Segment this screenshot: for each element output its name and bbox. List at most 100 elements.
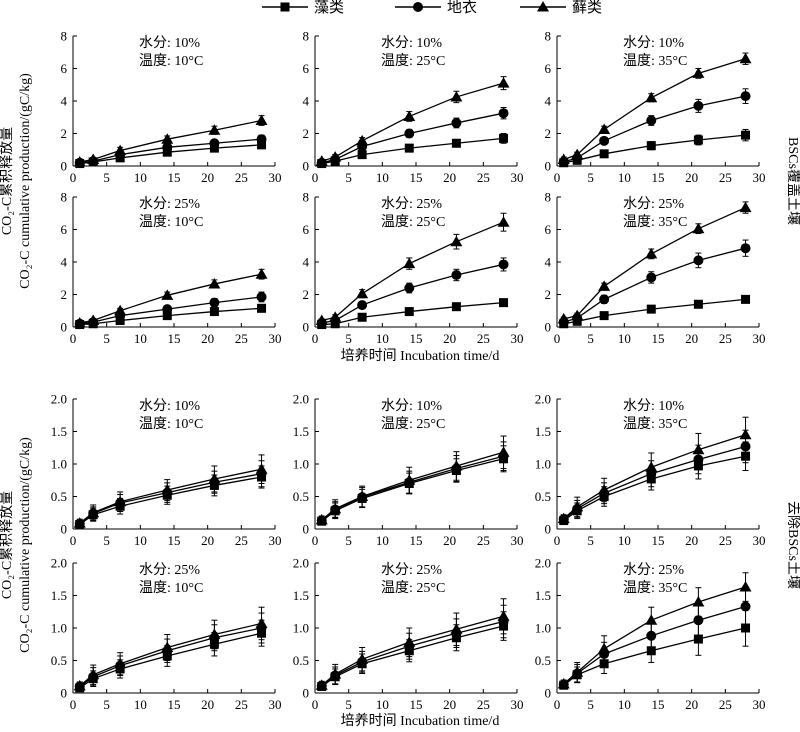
data-point-circle bbox=[451, 117, 462, 128]
data-point-triangle bbox=[450, 235, 463, 247]
x-tick-label: 30 bbox=[511, 331, 524, 346]
x-tick-label: 25 bbox=[719, 331, 732, 346]
x-tick-label: 30 bbox=[511, 170, 524, 185]
y-tick-label: 8 bbox=[61, 29, 68, 44]
temperature-label: 温度: 10°C bbox=[139, 580, 203, 596]
data-point-triangle bbox=[255, 268, 268, 279]
data-point-triangle bbox=[329, 502, 342, 514]
data-point-triangle bbox=[87, 153, 100, 164]
data-point-square bbox=[693, 634, 703, 644]
x-tick-label: 25 bbox=[235, 533, 248, 548]
data-point-triangle bbox=[161, 484, 174, 495]
data-point-square bbox=[599, 311, 609, 321]
y-tick-label: 6 bbox=[303, 222, 310, 237]
data-point-triangle bbox=[497, 610, 510, 621]
chart-panel: 0 0.5 1.0 1.5 2.0 0 5 10 15 20 25 30 水分: 10% 温度: 10°C bbox=[51, 392, 282, 549]
data-point-square bbox=[741, 130, 751, 140]
data-point-square bbox=[451, 302, 461, 312]
x-tick-label: 30 bbox=[753, 533, 766, 548]
data-point-triangle bbox=[329, 311, 342, 322]
y-tick-label: 1.0 bbox=[293, 457, 309, 472]
y-tick-label: 0 bbox=[303, 522, 310, 537]
data-point-triangle bbox=[450, 623, 463, 634]
y-tick-label: 0.5 bbox=[535, 653, 551, 668]
y-tick-label: 2 bbox=[545, 126, 552, 141]
data-point-triangle bbox=[557, 677, 570, 689]
data-point-circle bbox=[256, 134, 267, 145]
data-point-triangle bbox=[571, 666, 584, 677]
x-tick-label: 30 bbox=[753, 331, 766, 346]
y-tick-label: 0 bbox=[545, 159, 552, 174]
x-tick-label: 5 bbox=[103, 697, 110, 712]
x-tick-label: 15 bbox=[168, 170, 181, 185]
y-tick-label: 4 bbox=[61, 255, 68, 270]
data-point-triangle bbox=[645, 614, 658, 625]
y-tick-label: 2.0 bbox=[293, 556, 309, 571]
x-tick-label: 30 bbox=[269, 331, 282, 346]
x-tick-label: 25 bbox=[719, 170, 732, 185]
x-tick-label: 30 bbox=[511, 697, 524, 712]
x-tick-label: 10 bbox=[134, 170, 147, 185]
data-point-circle bbox=[693, 615, 704, 626]
temperature-label: 温度: 10°C bbox=[139, 53, 203, 69]
chart-panel: 0 0.5 1.0 1.5 2.0 0 5 10 15 20 25 30 水分: 25% 温度: 10°C bbox=[51, 556, 282, 713]
y-tick-label: 8 bbox=[545, 190, 552, 205]
data-point-triangle bbox=[208, 472, 221, 484]
chart-panel: 0 0.5 1.0 1.5 2.0 0 5 10 15 20 25 30 水分: 10% 温度: 35°C bbox=[535, 392, 766, 549]
x-tick-label: 30 bbox=[511, 533, 524, 548]
temperature-label: 温度: 10°C bbox=[139, 416, 203, 432]
y-tick-label: 1.5 bbox=[293, 588, 309, 603]
y-tick-label: 2.0 bbox=[51, 556, 67, 571]
chart-panel: 0 0.5 1.0 1.5 2.0 0 5 10 15 20 25 30 水分: 25% 温度: 35°C bbox=[535, 556, 766, 713]
y-tick-label: 0 bbox=[303, 686, 310, 701]
temperature-label: 温度: 10°C bbox=[139, 214, 203, 230]
chart-panel: 0 2 4 6 8 0 5 10 15 20 25 30 水分: 25% 温度: 35°C bbox=[545, 190, 766, 347]
x-tick-label: 5 bbox=[103, 331, 110, 346]
y-tick-label: 0 bbox=[61, 320, 68, 335]
legend-marker-triangle bbox=[537, 1, 549, 12]
y-tick-label: 0.5 bbox=[51, 653, 67, 668]
series-line-square bbox=[79, 632, 262, 689]
x-tick-label: 10 bbox=[618, 331, 631, 346]
data-point-triangle bbox=[645, 91, 658, 103]
data-point-square bbox=[162, 311, 172, 321]
x-tick-label: 15 bbox=[410, 533, 423, 548]
x-tick-label: 5 bbox=[345, 697, 352, 712]
data-point-square bbox=[646, 304, 656, 314]
y-tick-label: 8 bbox=[545, 29, 552, 44]
x-tick-label: 25 bbox=[235, 697, 248, 712]
series-line-triangle bbox=[321, 221, 504, 322]
y-tick-label: 6 bbox=[303, 61, 310, 76]
x-tick-label: 15 bbox=[652, 170, 665, 185]
data-point-circle bbox=[209, 297, 220, 308]
y-tick-label: 2.0 bbox=[293, 392, 309, 407]
x-tick-label: 0 bbox=[70, 533, 77, 548]
moisture-label: 水分: 10% bbox=[381, 35, 442, 51]
data-point-triangle bbox=[692, 596, 705, 607]
y-tick-label: 4 bbox=[303, 94, 310, 109]
x-tick-label: 0 bbox=[312, 331, 319, 346]
x-tick-label: 15 bbox=[652, 331, 665, 346]
data-point-square bbox=[404, 143, 414, 153]
chart-panel: 0 0.5 1.0 1.5 2.0 0 5 10 15 20 25 30 水分: 10% 温度: 25°C bbox=[293, 392, 524, 549]
moisture-label: 水分: 25% bbox=[139, 196, 200, 212]
x-axis-title: 培养时间 Incubation time/d bbox=[341, 348, 500, 364]
data-point-triangle bbox=[114, 304, 127, 316]
data-point-triangle bbox=[208, 277, 221, 289]
data-point-triangle bbox=[739, 201, 752, 213]
x-tick-label: 25 bbox=[477, 170, 490, 185]
data-point-triangle bbox=[161, 641, 174, 652]
data-point-square bbox=[646, 646, 656, 656]
x-tick-label: 0 bbox=[554, 170, 561, 185]
data-point-triangle bbox=[87, 668, 100, 680]
x-tick-label: 20 bbox=[443, 331, 456, 346]
data-point-triangle bbox=[598, 484, 611, 495]
y-tick-label: 1.0 bbox=[535, 457, 551, 472]
x-tick-label: 0 bbox=[554, 331, 561, 346]
data-point-triangle bbox=[739, 52, 752, 64]
x-tick-label: 5 bbox=[587, 331, 594, 346]
data-point-circle bbox=[498, 108, 509, 119]
x-tick-label: 20 bbox=[685, 170, 698, 185]
y-tick-label: 2 bbox=[61, 126, 68, 141]
